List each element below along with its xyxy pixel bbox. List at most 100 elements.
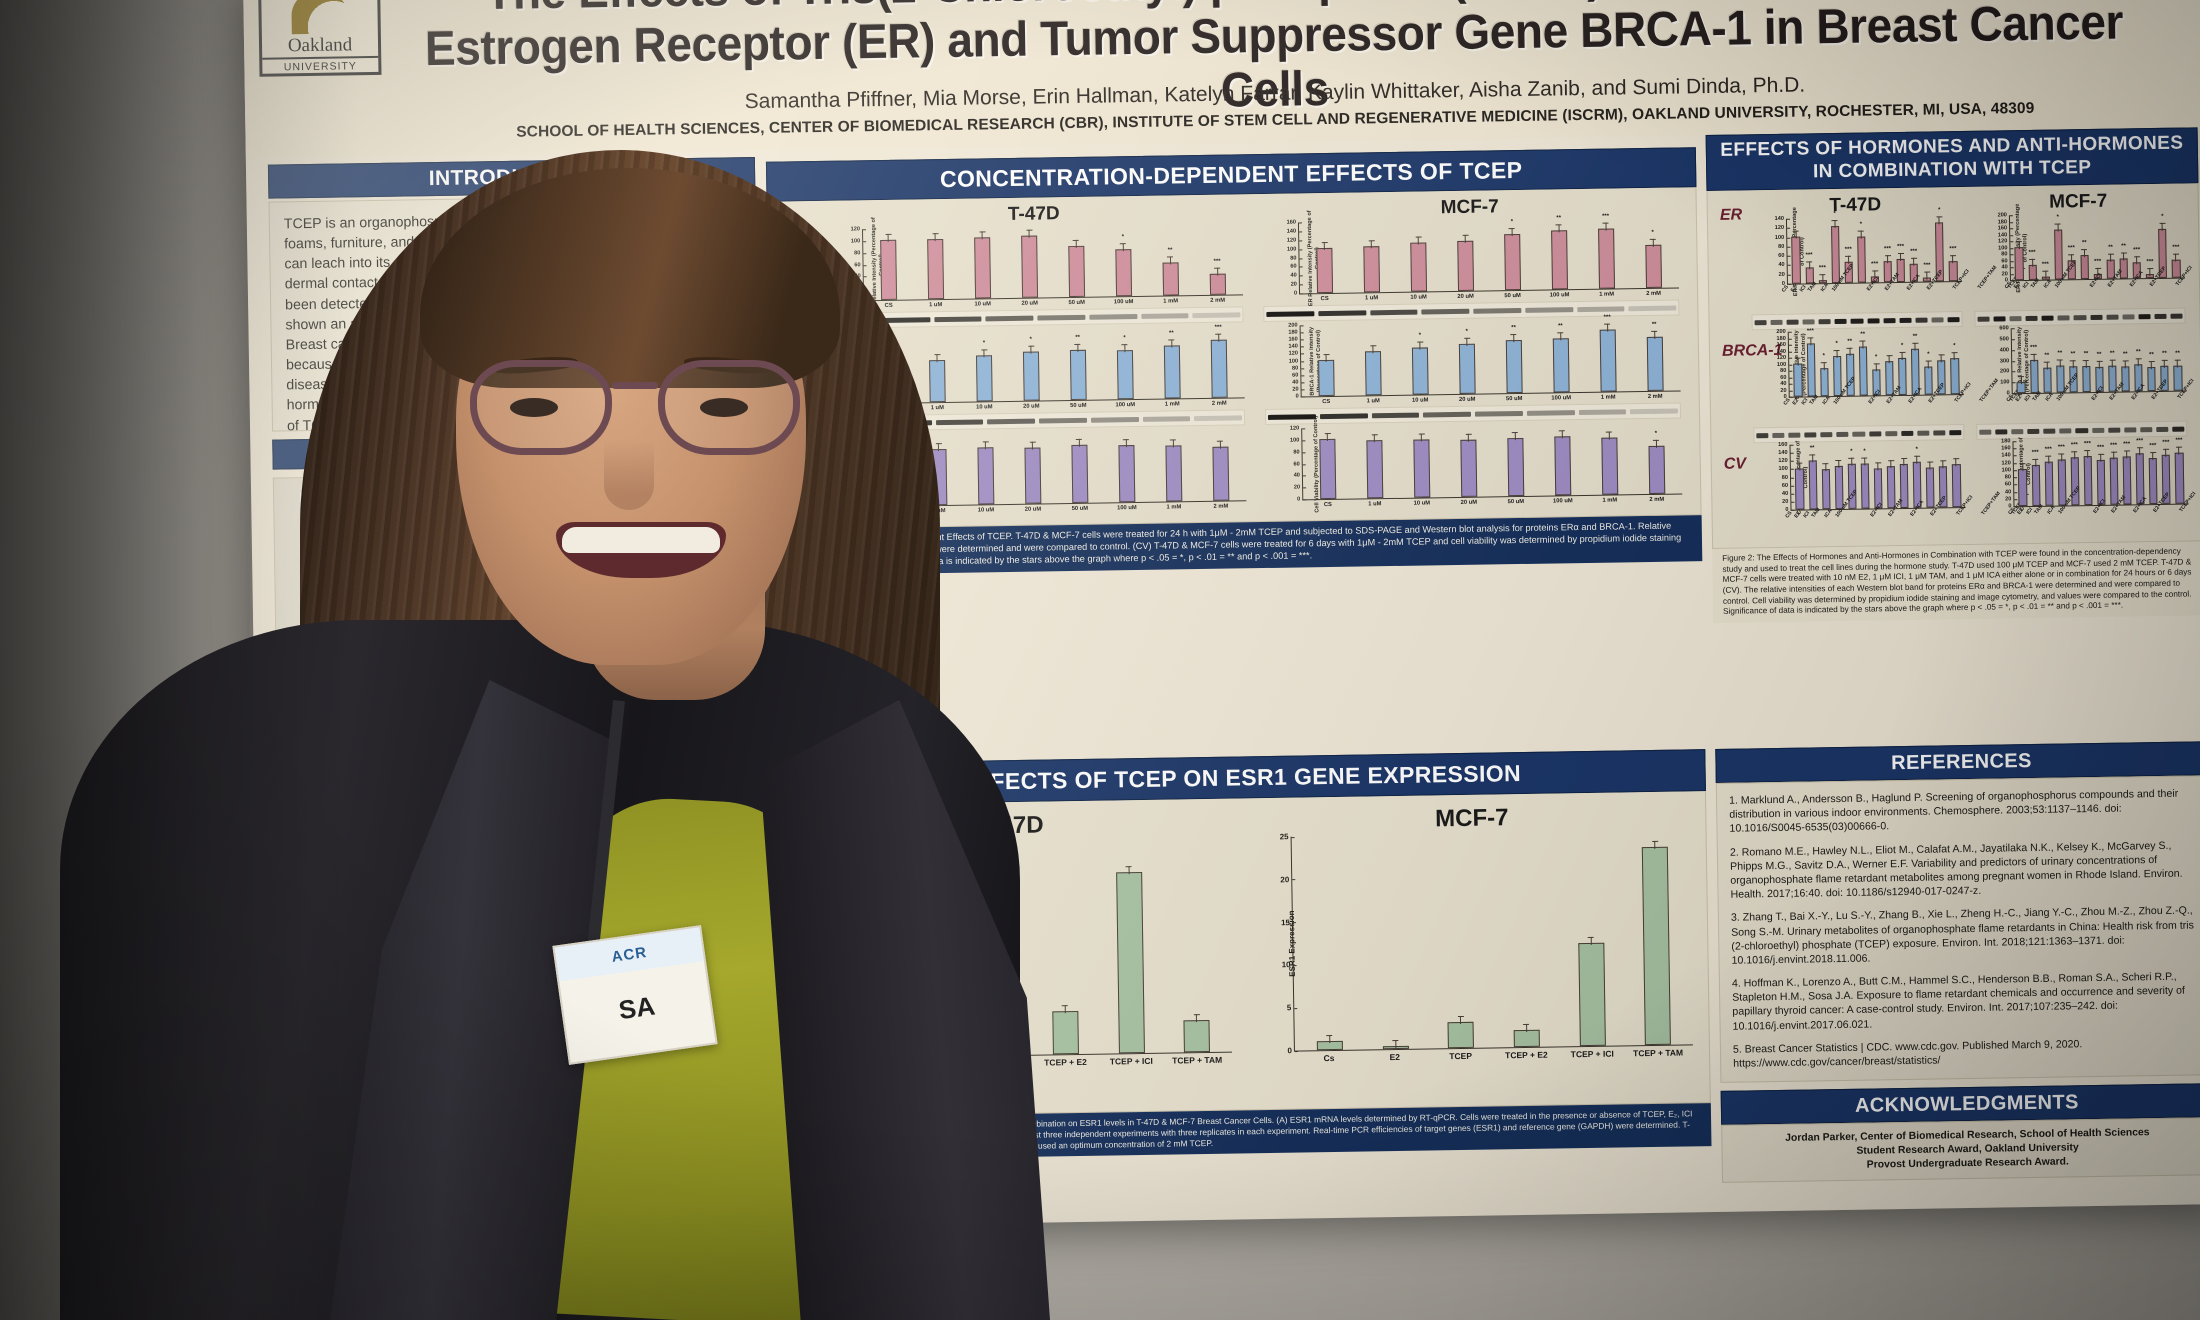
y-tick: 80 xyxy=(856,372,865,378)
x-tick-label: TCEP + TAM xyxy=(1164,1055,1230,1066)
bar xyxy=(1117,350,1134,399)
y-tick: 60 xyxy=(858,468,867,474)
error-bar xyxy=(1076,240,1077,248)
methods-heading: METHODS xyxy=(272,432,759,470)
blot-band xyxy=(1995,429,2007,434)
error-bar xyxy=(1862,340,1863,348)
chart-cell: BRCA-1 Relative Intensity (Percentage of… xyxy=(1254,319,1692,425)
logo-name: Oakland xyxy=(288,35,353,55)
error-bar xyxy=(2074,452,2075,460)
blot-band xyxy=(2076,428,2088,433)
y-tick: 140 xyxy=(2001,453,2013,459)
y-tick: 40 xyxy=(856,386,865,392)
error-bar xyxy=(1079,439,1080,447)
y-tick: 60 xyxy=(856,379,865,385)
blot-band xyxy=(1883,318,1895,323)
error-bar xyxy=(985,441,986,449)
error-bar xyxy=(1373,345,1374,353)
x-tick-label: Cs xyxy=(1296,1053,1362,1064)
bar-group: ** xyxy=(2103,214,2117,279)
blot-band xyxy=(832,421,880,427)
error-bar xyxy=(2084,249,2085,257)
bar-group xyxy=(1149,430,1197,502)
references-panel: REFERENCES 1. Marklund A., Andersson B.,… xyxy=(1715,741,2200,1153)
bar-group: ** xyxy=(2144,326,2158,391)
bar-group: *** xyxy=(1920,216,1934,281)
significance-marker: *** xyxy=(1845,247,1852,253)
x-tick-label: 10 uM xyxy=(959,301,1006,308)
blot-band xyxy=(1423,411,1471,417)
bar-group xyxy=(1301,222,1349,294)
chart-cell: BRCA-1 Relative Intensity (Percentage of… xyxy=(818,326,1256,432)
blot-band xyxy=(1578,409,1626,415)
y-tick: 120 xyxy=(1290,425,1302,431)
blot-band xyxy=(1853,431,1865,436)
blot-band xyxy=(2074,315,2086,320)
bar xyxy=(1794,364,1803,397)
significance-marker: *** xyxy=(1807,329,1814,335)
chart-conc-cv-mcf7: Cell Viability (Percentage of Control) 0 2… xyxy=(1265,422,1682,509)
bar-group: ** xyxy=(1537,321,1585,393)
y-tick: 20 xyxy=(2005,496,2014,502)
bar xyxy=(1209,274,1225,295)
blot-band xyxy=(935,419,983,425)
blot-band xyxy=(884,420,932,426)
y-tick: 120 xyxy=(1998,238,2010,244)
y-tick: 60 xyxy=(1778,253,1787,259)
y-tick: 60 xyxy=(1290,264,1299,270)
y-tick: 20 xyxy=(1292,386,1301,392)
significance-marker: ** xyxy=(2084,351,2089,357)
logo-subtitle: UNIVERSITY xyxy=(262,56,378,74)
significance-marker: ** xyxy=(1810,446,1815,452)
blot-band xyxy=(1821,432,1833,437)
bar-group: * xyxy=(1488,219,1536,291)
error-bar xyxy=(1825,464,1826,472)
error-bar xyxy=(2033,354,2034,362)
bar-group xyxy=(1425,834,1494,1049)
error-bar xyxy=(1173,440,1174,448)
bar xyxy=(1212,447,1229,501)
bar xyxy=(2015,247,2024,280)
blot-band xyxy=(1819,319,1831,324)
conclusion-item: ERα and BRCA-1 protein expression were a… xyxy=(309,826,751,892)
bar-group xyxy=(1006,226,1054,298)
error-bar xyxy=(1562,431,1563,439)
bar-group: *** xyxy=(2042,441,2056,506)
x-tick-label: 1 uM xyxy=(912,302,959,309)
error-bar xyxy=(1128,867,1129,875)
bar-group: * xyxy=(1101,328,1149,400)
bar-group: *** xyxy=(1584,320,1632,392)
bar xyxy=(1319,360,1336,396)
bar xyxy=(1367,441,1384,499)
bar xyxy=(1365,351,1382,395)
bar-group: *** xyxy=(2146,439,2160,504)
chart-horm-cv-t47d: Cell Viability (Percentage of Control)02… xyxy=(1753,442,1965,537)
error-bar xyxy=(1956,458,1957,466)
bar xyxy=(855,1014,882,1057)
y-tick: 80 xyxy=(1292,365,1301,371)
significance-marker: * xyxy=(1927,351,1929,357)
error-bar xyxy=(1930,462,1931,470)
error-bar xyxy=(891,440,892,448)
conclusions-text: TCEP concentrations of 1 mM and 2 mM sig… xyxy=(277,746,769,1054)
bar-group: *** xyxy=(2055,440,2069,505)
error-bar xyxy=(999,1015,1000,1023)
x-tick-label: 10 uM xyxy=(962,507,1009,514)
chart-cell: T-47DER Relative Intensity (Percentage o… xyxy=(816,200,1254,329)
error-bar xyxy=(2125,360,2126,368)
conclusions-list: TCEP concentrations of 1 mM and 2 mM sig… xyxy=(292,759,752,940)
error-bar xyxy=(2061,453,2062,461)
y-tick: 60 xyxy=(1292,372,1301,378)
error-bar xyxy=(2057,223,2058,231)
bar-group: * xyxy=(1921,329,1935,394)
western-blot-strip xyxy=(1265,402,1681,425)
significance-marker: * xyxy=(1419,333,1421,339)
bar xyxy=(2175,452,2184,503)
method-step: WESTERN BLOT / RT-PCR xyxy=(301,577,478,604)
blot-band xyxy=(2060,428,2072,433)
blot-band xyxy=(2106,314,2118,319)
significance-marker: *** xyxy=(2133,247,2140,253)
x-tick-label: 1 mM xyxy=(1585,394,1632,401)
significance-marker: *** xyxy=(2123,441,2130,447)
blot-band xyxy=(2156,426,2168,431)
